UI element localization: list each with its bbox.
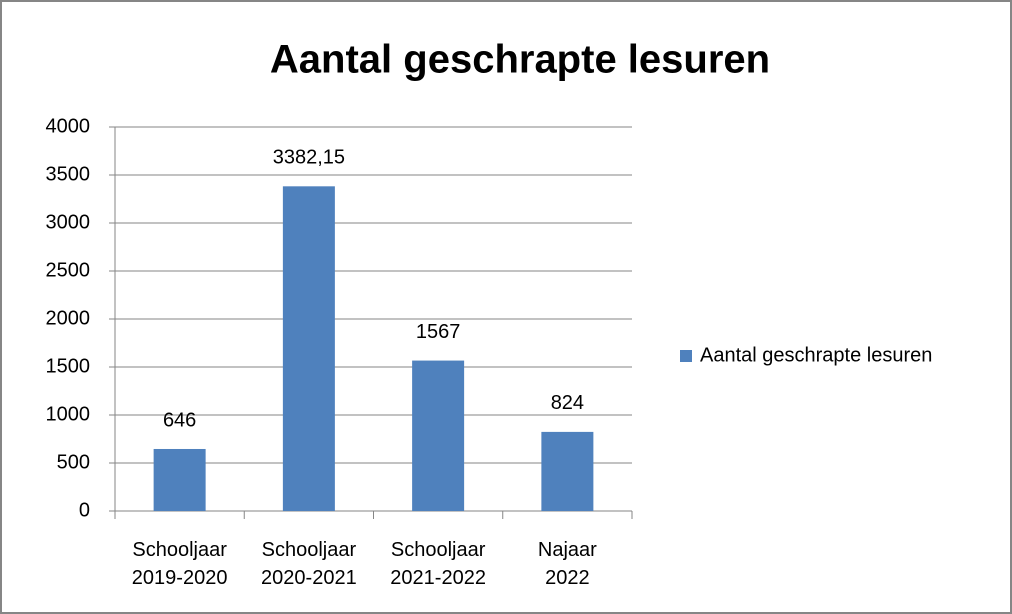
- legend-label: Aantal geschrapte lesuren: [700, 344, 932, 366]
- x-tick-label: Najaar 2022: [538, 539, 597, 589]
- bar: [282, 186, 335, 511]
- chart-title: Aantal geschrapte lesuren: [270, 38, 770, 82]
- data-label: 1567: [416, 321, 461, 343]
- data-label: 824: [551, 392, 584, 414]
- y-tick-label: 1500: [46, 355, 91, 377]
- data-label: 3382,15: [273, 147, 345, 169]
- legend-swatch: [680, 350, 692, 362]
- bar: [412, 360, 465, 511]
- x-tick-label: Schooljaar 2020-2021: [261, 539, 357, 589]
- y-tick-label: 500: [57, 451, 90, 473]
- x-tick-label: Schooljaar 2019-2020: [132, 539, 228, 589]
- y-tick-label: 1000: [46, 403, 91, 425]
- y-tick-label: 3500: [46, 163, 91, 185]
- y-tick-label: 0: [79, 499, 90, 521]
- x-tick-label: Schooljaar 2021-2022: [390, 539, 486, 589]
- data-label: 646: [163, 409, 196, 431]
- bar: [153, 448, 206, 511]
- y-tick-label: 3000: [46, 211, 91, 233]
- y-tick-label: 2000: [46, 307, 91, 329]
- y-tick-label: 4000: [46, 115, 91, 137]
- y-tick-label: 2500: [46, 259, 91, 281]
- bar: [541, 431, 594, 511]
